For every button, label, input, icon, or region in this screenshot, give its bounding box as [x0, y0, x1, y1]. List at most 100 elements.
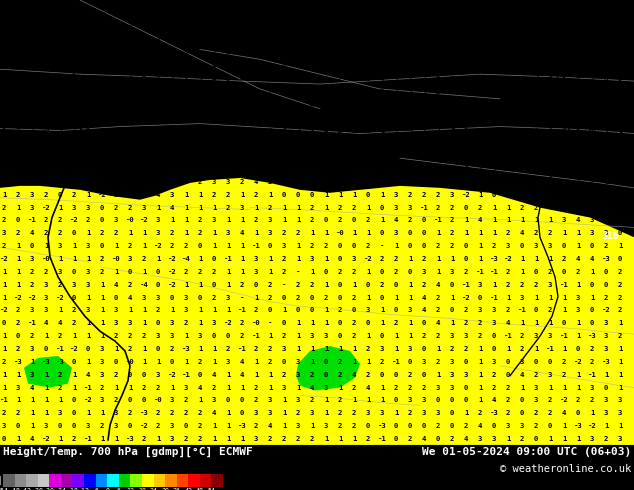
- Text: 1: 1: [436, 256, 440, 262]
- Text: 2: 2: [422, 385, 426, 391]
- Text: -1: -1: [321, 153, 330, 159]
- Text: 1: 1: [72, 256, 76, 262]
- Text: 1: 1: [142, 102, 146, 108]
- Text: 2: 2: [268, 166, 272, 172]
- Text: 30: 30: [161, 488, 169, 490]
- Text: 2: 2: [380, 179, 384, 185]
- Text: 3: 3: [422, 410, 426, 416]
- Text: 3: 3: [520, 179, 524, 185]
- Text: 4: 4: [408, 24, 412, 31]
- Polygon shape: [296, 346, 360, 391]
- Text: 3: 3: [281, 243, 286, 249]
- Text: -1: -1: [489, 294, 498, 300]
- Text: 3: 3: [184, 307, 188, 314]
- Text: -2: -2: [28, 294, 36, 300]
- Text: 1: 1: [44, 385, 48, 391]
- Text: 3: 3: [478, 307, 482, 314]
- Text: -4: -4: [42, 127, 50, 133]
- Text: -1: -1: [434, 218, 443, 223]
- Text: 2: 2: [44, 24, 48, 31]
- Text: 2: 2: [44, 0, 48, 5]
- Text: 1: 1: [310, 346, 314, 352]
- Text: 4: 4: [16, 153, 20, 159]
- Text: 0: 0: [422, 243, 426, 249]
- Text: 4: 4: [548, 50, 552, 56]
- Text: 6: 6: [534, 50, 538, 56]
- Text: 1: 1: [198, 205, 202, 211]
- Text: 3: 3: [562, 153, 566, 159]
- Text: 0: 0: [142, 397, 146, 403]
- Text: 6: 6: [520, 140, 524, 147]
- Text: 3: 3: [520, 294, 524, 300]
- Text: 2: 2: [324, 294, 328, 300]
- Text: 3: 3: [268, 397, 272, 403]
- Text: 3: 3: [2, 230, 6, 236]
- Text: 3: 3: [240, 102, 244, 108]
- Text: 1: 1: [16, 372, 20, 378]
- Text: 1: 1: [478, 230, 482, 236]
- Text: 1: 1: [128, 385, 132, 391]
- Text: 2: 2: [100, 179, 104, 185]
- Text: 5: 5: [604, 24, 608, 31]
- Text: 3: 3: [170, 320, 174, 326]
- Text: 1: 1: [86, 294, 90, 300]
- Text: 4: 4: [548, 127, 552, 133]
- Text: 1: 1: [492, 218, 496, 223]
- Text: 1: 1: [128, 127, 132, 133]
- Text: 0: 0: [338, 294, 342, 300]
- Text: 2: 2: [268, 179, 272, 185]
- Text: 0: 0: [44, 346, 48, 352]
- Text: 2: 2: [58, 63, 62, 69]
- Text: 2: 2: [310, 24, 314, 31]
- Text: 2: 2: [618, 269, 622, 275]
- Text: 1: 1: [618, 243, 622, 249]
- Text: 2: 2: [30, 12, 34, 18]
- Text: 4: 4: [520, 0, 524, 5]
- Text: 3: 3: [310, 50, 314, 56]
- Text: 1: 1: [408, 256, 412, 262]
- Text: 6: 6: [618, 89, 622, 95]
- Text: 3: 3: [534, 333, 538, 339]
- Text: 3: 3: [142, 0, 146, 5]
- Text: 1: 1: [548, 294, 552, 300]
- Text: 4: 4: [268, 0, 272, 5]
- Text: 3: 3: [30, 24, 34, 31]
- Text: 2: 2: [450, 205, 454, 211]
- Text: 3: 3: [254, 269, 258, 275]
- Text: 5: 5: [464, 38, 468, 44]
- Text: 2: 2: [352, 320, 356, 326]
- Text: 1: 1: [128, 230, 132, 236]
- Text: 0: 0: [100, 205, 104, 211]
- Text: 2: 2: [184, 102, 188, 108]
- Text: 3: 3: [464, 372, 468, 378]
- Text: 1: 1: [44, 333, 48, 339]
- Text: 1: 1: [212, 307, 216, 314]
- Text: 1: 1: [520, 385, 524, 391]
- Text: -0: -0: [252, 320, 261, 326]
- Text: 2: 2: [604, 243, 608, 249]
- Text: 2: 2: [100, 153, 104, 159]
- Text: 2: 2: [338, 218, 342, 223]
- Text: 4: 4: [422, 307, 426, 314]
- Text: 2: 2: [2, 127, 6, 133]
- Polygon shape: [0, 178, 634, 445]
- Text: 2: 2: [198, 423, 202, 429]
- Text: 5: 5: [604, 115, 608, 121]
- Text: 1: 1: [562, 307, 566, 314]
- Text: 1: 1: [254, 372, 258, 378]
- Text: 3: 3: [254, 410, 258, 416]
- Text: 6: 6: [436, 0, 440, 5]
- Text: 2: 2: [506, 307, 510, 314]
- Text: -2: -2: [84, 397, 93, 403]
- Text: 2: 2: [338, 127, 342, 133]
- Text: 1: 1: [268, 269, 272, 275]
- Text: 2: 2: [268, 359, 272, 365]
- Text: 1: 1: [296, 333, 300, 339]
- Text: -3: -3: [238, 423, 247, 429]
- Text: 2: 2: [86, 218, 90, 223]
- Text: 4: 4: [44, 12, 48, 18]
- Text: -1: -1: [28, 218, 36, 223]
- Text: 4: 4: [58, 115, 62, 121]
- Text: 1: 1: [198, 282, 202, 288]
- Text: 6: 6: [422, 63, 426, 69]
